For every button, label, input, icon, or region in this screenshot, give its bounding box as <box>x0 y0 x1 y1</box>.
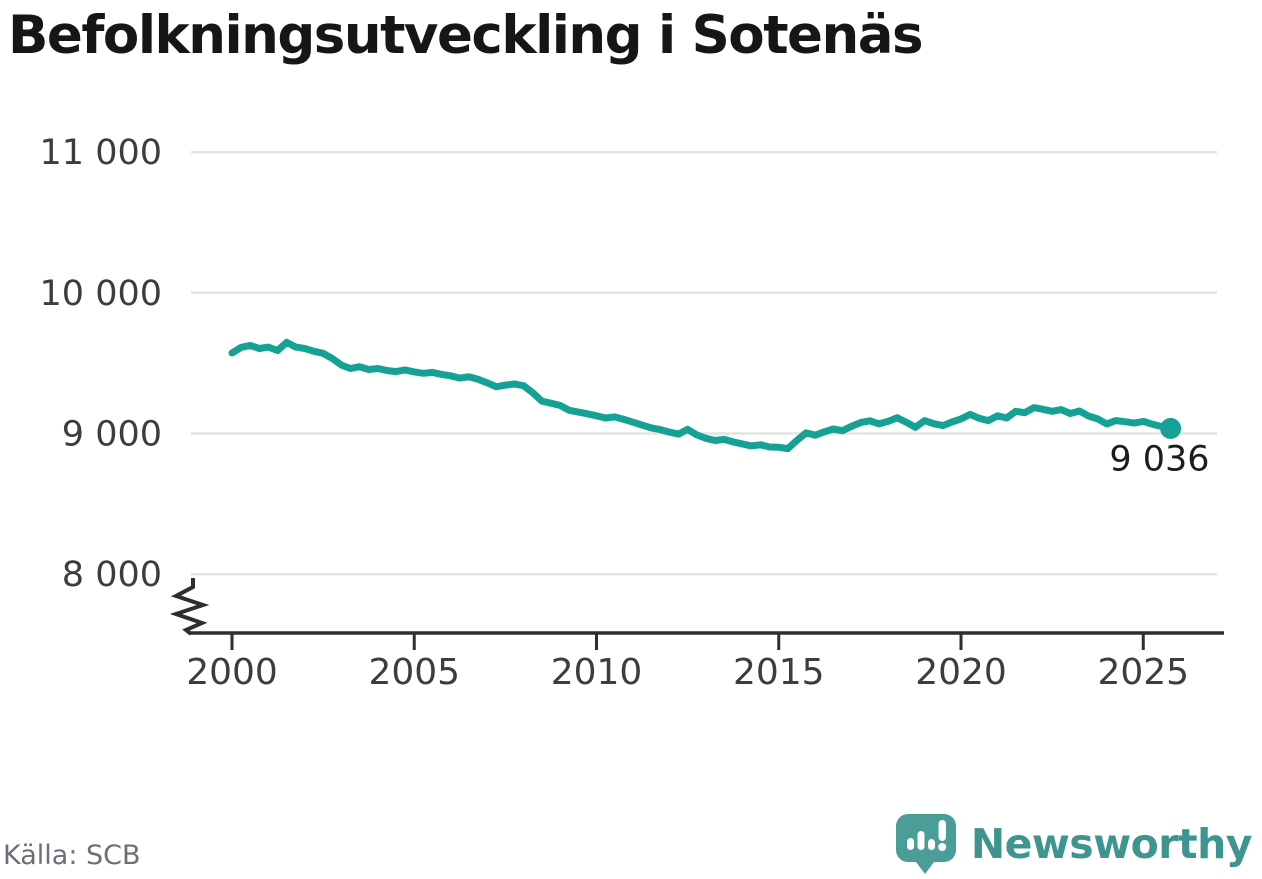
y-tick-label: 11 000 <box>40 133 162 173</box>
x-tick-label: 2000 <box>186 652 278 693</box>
y-tick-label: 10 000 <box>40 274 162 314</box>
source-note: Källa: SCB <box>3 840 141 871</box>
y-tick-label: 8 000 <box>62 555 162 595</box>
x-tick-label: 2015 <box>733 652 825 693</box>
newsworthy-logo-icon <box>895 814 956 874</box>
last-value-label: 9 036 <box>1109 439 1209 479</box>
last-point-marker <box>1160 417 1182 439</box>
newsworthy-logo[interactable]: Newsworthy <box>894 813 1253 875</box>
x-tick-label: 2005 <box>368 652 460 693</box>
x-tick-label: 2020 <box>915 652 1007 693</box>
y-tick-label: 9 000 <box>62 415 162 455</box>
page-title: Befolkningsutveckling i Sotenäs <box>8 5 924 66</box>
x-tick-label: 2010 <box>551 652 643 693</box>
x-tick-label: 2025 <box>1097 652 1189 693</box>
newsworthy-logo-text: Newsworthy <box>970 820 1253 868</box>
axis-break-icon <box>169 578 210 636</box>
population-line <box>228 338 1175 453</box>
